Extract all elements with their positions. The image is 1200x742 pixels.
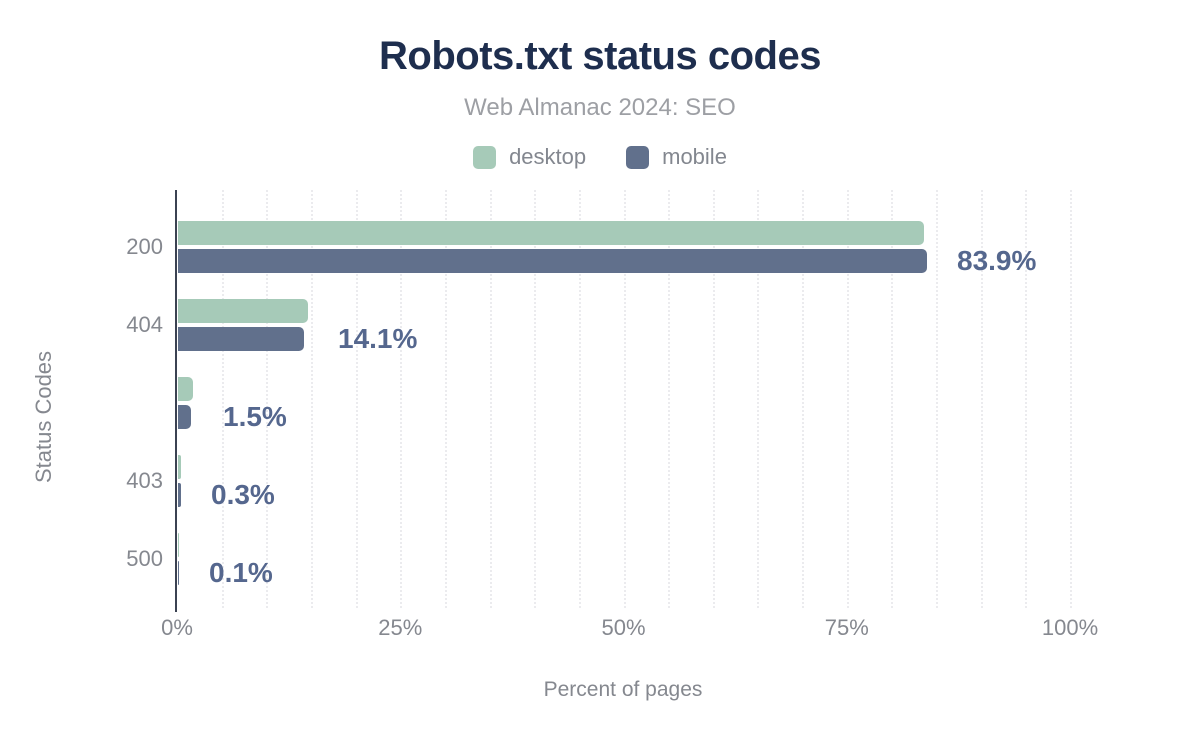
value-label: 0.3% (211, 479, 275, 510)
gridline (936, 190, 939, 608)
legend-swatch-icon (473, 145, 497, 169)
gridline (489, 190, 492, 608)
gridline (266, 190, 269, 608)
y-axis-title: Status Codes (31, 350, 56, 484)
gridline (400, 190, 403, 608)
y-axis-category-label: 500 (126, 546, 163, 571)
gridline (846, 190, 849, 608)
chart-subtitle: Web Almanac 2024: SEO (464, 94, 736, 121)
x-tick-label: 100% (1041, 615, 1099, 640)
desktop-bar[interactable] (178, 221, 924, 245)
gridline (802, 190, 805, 608)
y-axis-line (175, 190, 177, 612)
desktop-bar[interactable] (178, 533, 179, 557)
gridline (891, 190, 894, 608)
gridline (444, 190, 447, 608)
desktop-bar[interactable] (178, 455, 181, 479)
gridline (757, 190, 760, 608)
gridline (221, 190, 224, 608)
gridline (668, 190, 671, 608)
mobile-bar[interactable] (178, 327, 304, 351)
value-label: 1.5% (223, 401, 287, 432)
y-axis-category-label: 200 (126, 234, 163, 259)
mobile-bar[interactable] (178, 405, 191, 429)
value-label: 83.9% (957, 245, 1037, 276)
gridline (1070, 190, 1072, 608)
desktop-bar[interactable] (178, 299, 308, 323)
legend-label: mobile (662, 144, 727, 169)
x-tick-label: 25% (378, 615, 423, 640)
legend-swatch-icon (626, 145, 650, 169)
y-axis-category-label: 404 (126, 312, 163, 337)
gridline (310, 190, 313, 608)
gridline (578, 190, 581, 608)
value-label: 0.1% (209, 557, 273, 588)
x-axis-title: Percent of pages (543, 678, 703, 701)
mobile-bar[interactable] (178, 561, 179, 585)
x-tick-label: 50% (601, 615, 646, 640)
legend-item-desktop[interactable]: desktop (473, 144, 586, 170)
gridline (980, 190, 983, 608)
gridline (712, 190, 715, 608)
gridline (1025, 190, 1028, 608)
gridline (623, 190, 626, 608)
desktop-bar[interactable] (178, 377, 193, 401)
gridline (534, 190, 537, 608)
value-label: 14.1% (338, 323, 418, 354)
legend-item-mobile[interactable]: mobile (626, 144, 727, 170)
x-tick-label: 0% (161, 615, 193, 640)
x-tick-label: 75% (824, 615, 869, 640)
mobile-bar[interactable] (178, 483, 181, 507)
gridline (355, 190, 358, 608)
mobile-bar[interactable] (178, 249, 927, 273)
plot-area: 83.9% 14.1% 1.5% 0.3% 0.1% (175, 190, 1122, 612)
y-axis-category-label: 403 (126, 468, 163, 493)
chart-title: Robots.txt status codes (379, 34, 821, 78)
legend-label: desktop (509, 144, 587, 169)
legend: desktop mobile (0, 144, 1200, 170)
